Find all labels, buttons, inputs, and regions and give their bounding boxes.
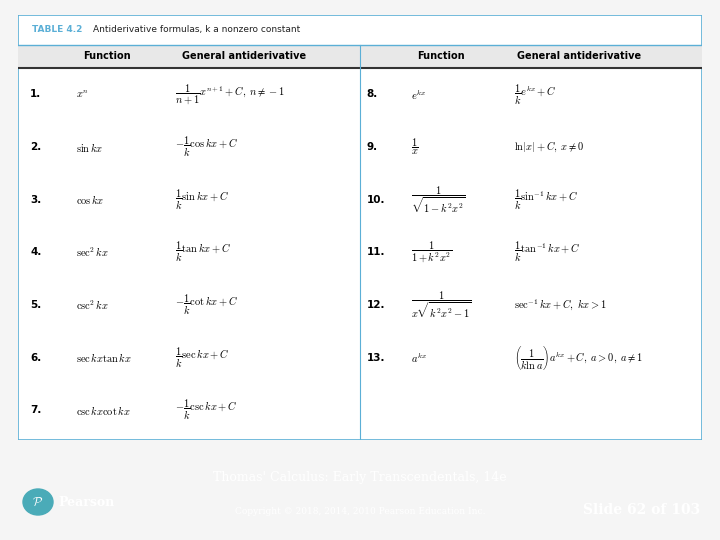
Text: Antiderivative formulas, k a nonzero constant: Antiderivative formulas, k a nonzero con… xyxy=(94,25,300,35)
Text: $\dfrac{1}{\sqrt{1-k^2x^2}}$: $\dfrac{1}{\sqrt{1-k^2x^2}}$ xyxy=(411,184,467,215)
Text: 12.: 12. xyxy=(367,300,385,310)
Text: 8.: 8. xyxy=(367,90,378,99)
Text: 1.: 1. xyxy=(30,90,42,99)
Text: 9.: 9. xyxy=(367,142,378,152)
Text: $\sin kx$: $\sin kx$ xyxy=(76,140,104,153)
Text: 3.: 3. xyxy=(30,195,42,205)
Text: General antiderivative: General antiderivative xyxy=(181,51,306,62)
Text: $-\dfrac{1}{k}\csc kx + C$: $-\dfrac{1}{k}\csc kx + C$ xyxy=(176,398,238,422)
Text: $\dfrac{1}{n+1}x^{n+1} + C,\; n \neq -1$: $\dfrac{1}{n+1}x^{n+1} + C,\; n \neq -1$ xyxy=(176,83,285,106)
FancyBboxPatch shape xyxy=(18,15,702,440)
Text: $-\dfrac{1}{k}\cos kx + C$: $-\dfrac{1}{k}\cos kx + C$ xyxy=(176,135,238,159)
Text: 11.: 11. xyxy=(367,247,385,258)
Text: $\sec kx\tan kx$: $\sec kx\tan kx$ xyxy=(76,351,132,364)
Text: $-\dfrac{1}{k}\cot kx + C$: $-\dfrac{1}{k}\cot kx + C$ xyxy=(176,293,238,317)
FancyBboxPatch shape xyxy=(18,45,702,68)
Text: Function: Function xyxy=(417,51,464,62)
Text: 7.: 7. xyxy=(30,406,42,415)
Text: $a^{kx}$: $a^{kx}$ xyxy=(411,350,427,365)
Text: 13.: 13. xyxy=(367,353,385,363)
Text: $e^{kx}$: $e^{kx}$ xyxy=(411,87,426,102)
Text: $\csc kx\cot kx$: $\csc kx\cot kx$ xyxy=(76,404,130,417)
Text: $\mathcal{P}$: $\mathcal{P}$ xyxy=(32,496,44,509)
Text: $\dfrac{1}{k}\tan kx + C$: $\dfrac{1}{k}\tan kx + C$ xyxy=(176,240,232,265)
Text: $\dfrac{1}{k}e^{kx} + C$: $\dfrac{1}{k}e^{kx} + C$ xyxy=(514,82,557,106)
Text: $\cos kx$: $\cos kx$ xyxy=(76,193,104,206)
Text: $\sec^2 kx$: $\sec^2 kx$ xyxy=(76,246,109,259)
Text: 2.: 2. xyxy=(30,142,42,152)
Text: $\dfrac{1}{k}\sec kx + C$: $\dfrac{1}{k}\sec kx + C$ xyxy=(176,346,230,370)
Text: $\dfrac{1}{1+k^2x^2}$: $\dfrac{1}{1+k^2x^2}$ xyxy=(411,240,453,265)
Text: Thomas' Calculus: Early Transcendentals, 14e: Thomas' Calculus: Early Transcendentals,… xyxy=(213,471,507,484)
Text: $\dfrac{1}{k}\tan^{-1}kx + C$: $\dfrac{1}{k}\tan^{-1}kx + C$ xyxy=(514,240,580,265)
Text: TABLE 4.2: TABLE 4.2 xyxy=(32,25,82,35)
Text: Pearson: Pearson xyxy=(58,496,114,509)
Text: 5.: 5. xyxy=(30,300,42,310)
Text: 6.: 6. xyxy=(30,353,42,363)
Text: $\ln|x| + C,\; x \neq 0$: $\ln|x| + C,\; x \neq 0$ xyxy=(514,140,584,154)
Text: Copyright © 2018, 2014, 2010 Pearson Education Inc.: Copyright © 2018, 2014, 2010 Pearson Edu… xyxy=(235,508,485,516)
Text: $\csc^2 kx$: $\csc^2 kx$ xyxy=(76,298,109,312)
Text: $\dfrac{1}{k}\sin kx + C$: $\dfrac{1}{k}\sin kx + C$ xyxy=(176,187,230,212)
Text: Slide 62 of 103: Slide 62 of 103 xyxy=(582,503,700,517)
Text: $\dfrac{1}{k}\sin^{-1}kx + C$: $\dfrac{1}{k}\sin^{-1}kx + C$ xyxy=(514,187,578,212)
Text: Function: Function xyxy=(83,51,131,62)
Text: $\sec^{-1}kx + C,\; kx > 1$: $\sec^{-1}kx + C,\; kx > 1$ xyxy=(514,298,606,313)
Text: $x^n$: $x^n$ xyxy=(76,89,89,100)
Text: 4.: 4. xyxy=(30,247,42,258)
Text: 10.: 10. xyxy=(367,195,385,205)
Ellipse shape xyxy=(23,489,53,515)
Text: $\dfrac{1}{x}$: $\dfrac{1}{x}$ xyxy=(411,137,419,157)
Text: $\dfrac{1}{x\sqrt{k^2x^2-1}}$: $\dfrac{1}{x\sqrt{k^2x^2-1}}$ xyxy=(411,289,472,320)
Text: $\left(\dfrac{1}{k\ln a}\right)a^{kx} + C,\; a>0,\; a\neq 1$: $\left(\dfrac{1}{k\ln a}\right)a^{kx} + … xyxy=(514,343,643,372)
Text: General antiderivative: General antiderivative xyxy=(517,51,641,62)
